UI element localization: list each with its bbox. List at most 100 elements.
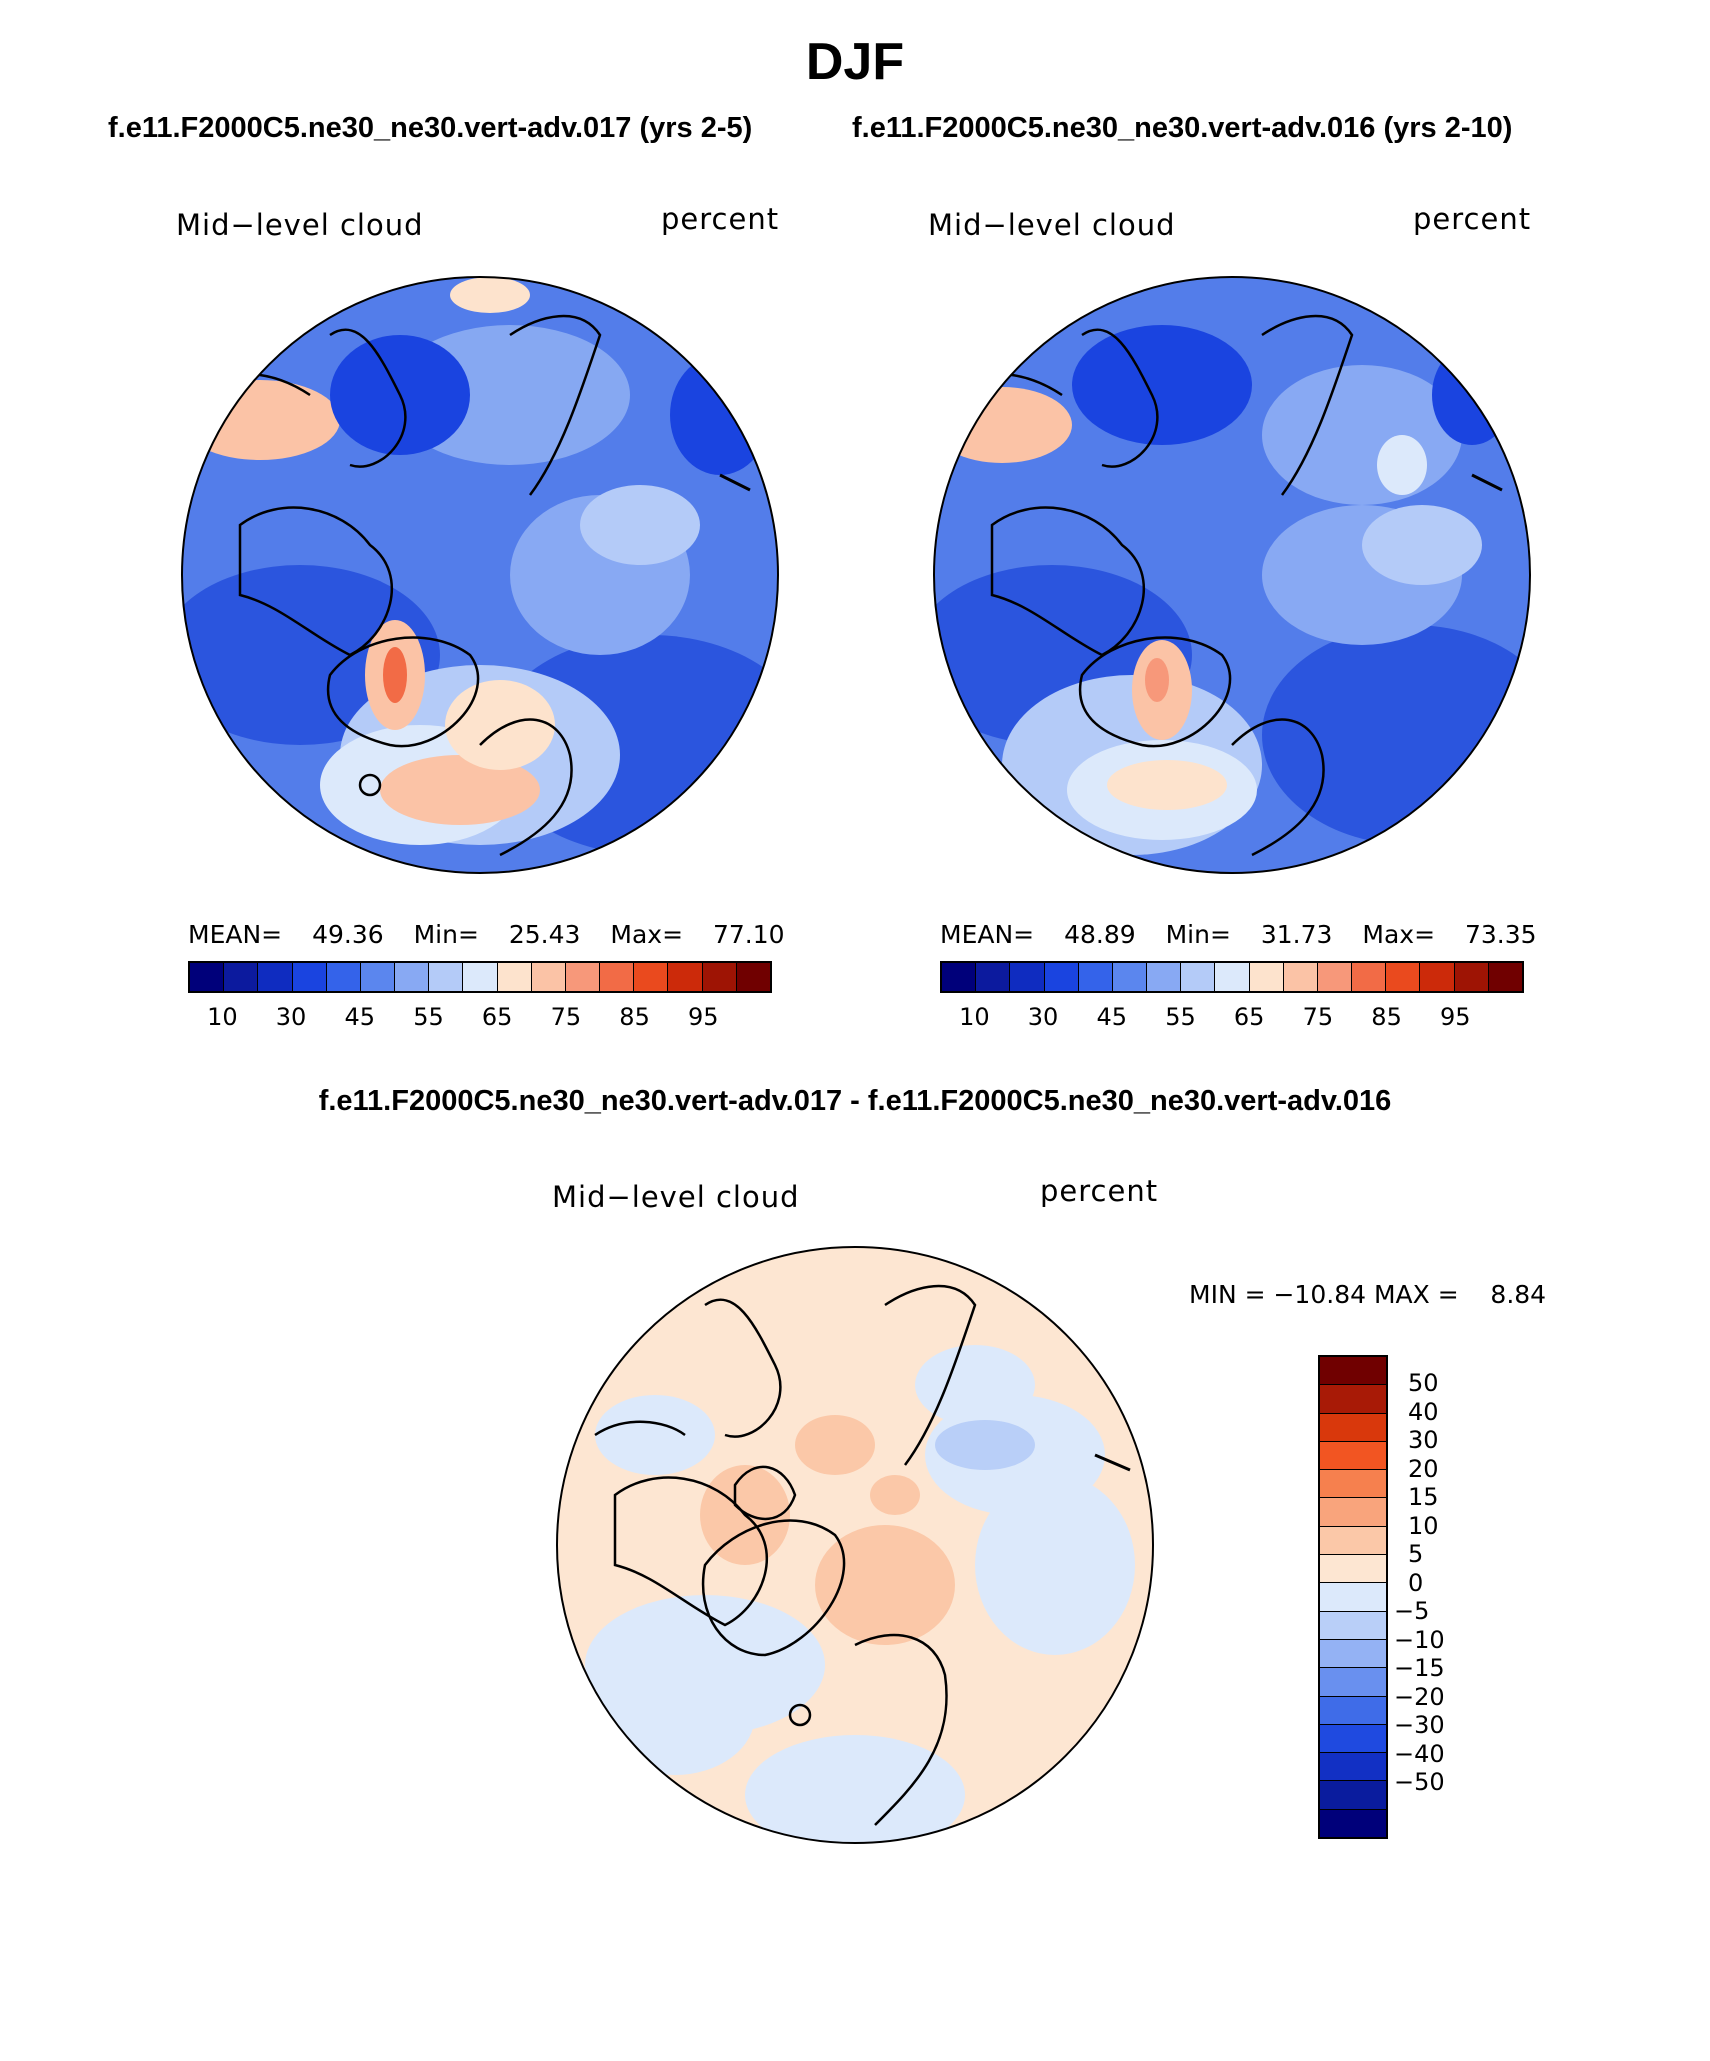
diff-colorbar-tick-label: 20: [1408, 1454, 1439, 1483]
diff-title: f.e11.F2000C5.ne30_ne30.vert-adv.017 - f…: [318, 1085, 1392, 1117]
panel1-colorbar: [188, 961, 772, 993]
panel2-map: [933, 276, 1531, 874]
diff-colorbar-tick-label: −10: [1394, 1625, 1445, 1654]
diff-minmax: MIN = −10.84 MAX = 8.84: [1189, 1280, 1547, 1309]
subtitle-right: f.e11.F2000C5.ne30_ne30.vert-adv.016 (yr…: [852, 112, 1513, 144]
panel2-max: 73.35: [1465, 920, 1537, 949]
colorbar-swatch: [1147, 963, 1182, 991]
diff-units: percent: [1040, 1174, 1159, 1208]
colorbar-swatch: [736, 963, 770, 991]
panel1-map: [181, 276, 779, 874]
colorbar-swatch: [1352, 963, 1387, 991]
colorbar-swatch: [1181, 963, 1216, 991]
diff-colorbar-tick-label: −50: [1394, 1768, 1445, 1797]
colorbar-tick-label: 30: [1027, 1003, 1059, 1031]
colorbar-swatch: [395, 963, 430, 991]
colorbar-swatch: [1215, 963, 1250, 991]
colorbar-swatch: [326, 963, 361, 991]
diff-colorbar-tick-label: 40: [1408, 1397, 1439, 1426]
colorbar-tick-label: 85: [1371, 1003, 1402, 1031]
diff-colorbar-swatch: [1320, 1498, 1386, 1527]
diff-colorbar-swatch: [1320, 1724, 1386, 1754]
panel1-stats: MEAN= 49.36 Min= 25.43 Max= 77.10: [188, 920, 785, 949]
colorbar-swatch: [190, 963, 225, 991]
colorbar-swatch: [463, 963, 498, 991]
colorbar-swatch: [258, 963, 293, 991]
colorbar-swatch: [634, 963, 669, 991]
colorbar-swatch: [429, 963, 464, 991]
colorbar-tick-label: 45: [1096, 1003, 1128, 1031]
colorbar-tick-label: 95: [1440, 1003, 1471, 1031]
colorbar-swatch: [1010, 963, 1045, 991]
panel2-colorbar-ticks: 10 30 45 55 65 75 85 95: [940, 1003, 1524, 1033]
diff-colorbar: [1318, 1355, 1388, 1839]
subtitle-left: f.e11.F2000C5.ne30_ne30.vert-adv.017 (yr…: [108, 112, 753, 144]
colorbar-swatch: [1283, 963, 1318, 991]
diff-colorbar-tick-label: 0: [1408, 1568, 1424, 1597]
diff-colorbar-swatch: [1320, 1696, 1386, 1725]
colorbar-swatch: [1386, 963, 1421, 991]
panel2-mean-label: MEAN=: [940, 920, 1035, 949]
diff-colorbar-swatch: [1320, 1611, 1386, 1640]
colorbar-swatch: [668, 963, 703, 991]
panel2-max-label: Max=: [1362, 920, 1436, 949]
diff-colorbar-tick-label: 50: [1408, 1369, 1439, 1398]
panel1-colorbar-ticks: 10 30 45 55 65 75 85 95: [188, 1003, 772, 1033]
colorbar-swatch: [600, 963, 635, 991]
colorbar-tick-label: 75: [1302, 1003, 1334, 1031]
diff-colorbar-swatch: [1320, 1583, 1386, 1612]
colorbar-tick-label: 85: [619, 1003, 650, 1031]
panel2-min-label: Min=: [1165, 920, 1231, 949]
panel1-variable: Mid−level cloud: [176, 208, 424, 242]
colorbar-tick-label: 45: [344, 1003, 376, 1031]
diff-colorbar-tick-label: −40: [1394, 1739, 1445, 1768]
main-title: DJF: [805, 33, 905, 91]
colorbar-swatch: [292, 963, 327, 991]
diff-colorbar-swatch: [1320, 1413, 1386, 1442]
diff-colorbar-swatch: [1320, 1441, 1386, 1471]
colorbar-swatch: [942, 963, 977, 991]
colorbar-swatch: [565, 963, 601, 991]
diff-colorbar-swatch: [1320, 1526, 1386, 1556]
diff-map: [556, 1246, 1154, 1844]
diff-variable: Mid−level cloud: [552, 1180, 800, 1214]
diff-colorbar-tick-label: 30: [1408, 1426, 1439, 1455]
colorbar-swatch: [360, 963, 396, 991]
colorbar-swatch: [1420, 963, 1455, 991]
colorbar-swatch: [1488, 963, 1522, 991]
colorbar-swatch: [1454, 963, 1489, 991]
colorbar-swatch: [531, 963, 566, 991]
colorbar-tick-label: 10: [959, 1003, 990, 1031]
panel1-min: 25.43: [508, 920, 581, 949]
colorbar-swatch: [1112, 963, 1148, 991]
colorbar-swatch: [497, 963, 532, 991]
panel2-stats: MEAN= 48.89 Min= 31.73 Max= 73.35: [940, 920, 1537, 949]
diff-colorbar-swatch: [1320, 1781, 1386, 1810]
panel1-units: percent: [661, 202, 780, 236]
panel1-min-label: Min=: [413, 920, 479, 949]
diff-colorbar-swatch: [1320, 1809, 1386, 1838]
colorbar-swatch: [1044, 963, 1079, 991]
diff-colorbar-tick-label: −30: [1394, 1711, 1445, 1740]
colorbar-swatch: [702, 963, 737, 991]
diff-colorbar-tick-label: −20: [1394, 1682, 1445, 1711]
panel2-units: percent: [1413, 202, 1532, 236]
diff-colorbar-swatch: [1320, 1555, 1386, 1584]
panel2-mean: 48.89: [1064, 920, 1136, 949]
diff-colorbar-swatch: [1320, 1470, 1386, 1499]
colorbar-tick-label: 75: [550, 1003, 582, 1031]
diff-colorbar-tick-label: −15: [1394, 1654, 1445, 1683]
diff-colorbar-tick-label: 5: [1408, 1540, 1424, 1569]
panel1-mean: 49.36: [312, 920, 384, 949]
panel1-mean-label: MEAN=: [188, 920, 283, 949]
panel1-max-label: Max=: [610, 920, 684, 949]
panel1-max: 77.10: [713, 920, 785, 949]
panel2-min: 31.73: [1260, 920, 1333, 949]
diff-colorbar-swatch: [1320, 1357, 1386, 1386]
colorbar-tick-label: 10: [207, 1003, 238, 1031]
diff-colorbar-swatch: [1320, 1668, 1386, 1697]
diff-colorbar-swatch: [1320, 1639, 1386, 1669]
colorbar-swatch: [1078, 963, 1113, 991]
colorbar-swatch: [976, 963, 1011, 991]
colorbar-tick-label: 65: [1233, 1003, 1265, 1031]
